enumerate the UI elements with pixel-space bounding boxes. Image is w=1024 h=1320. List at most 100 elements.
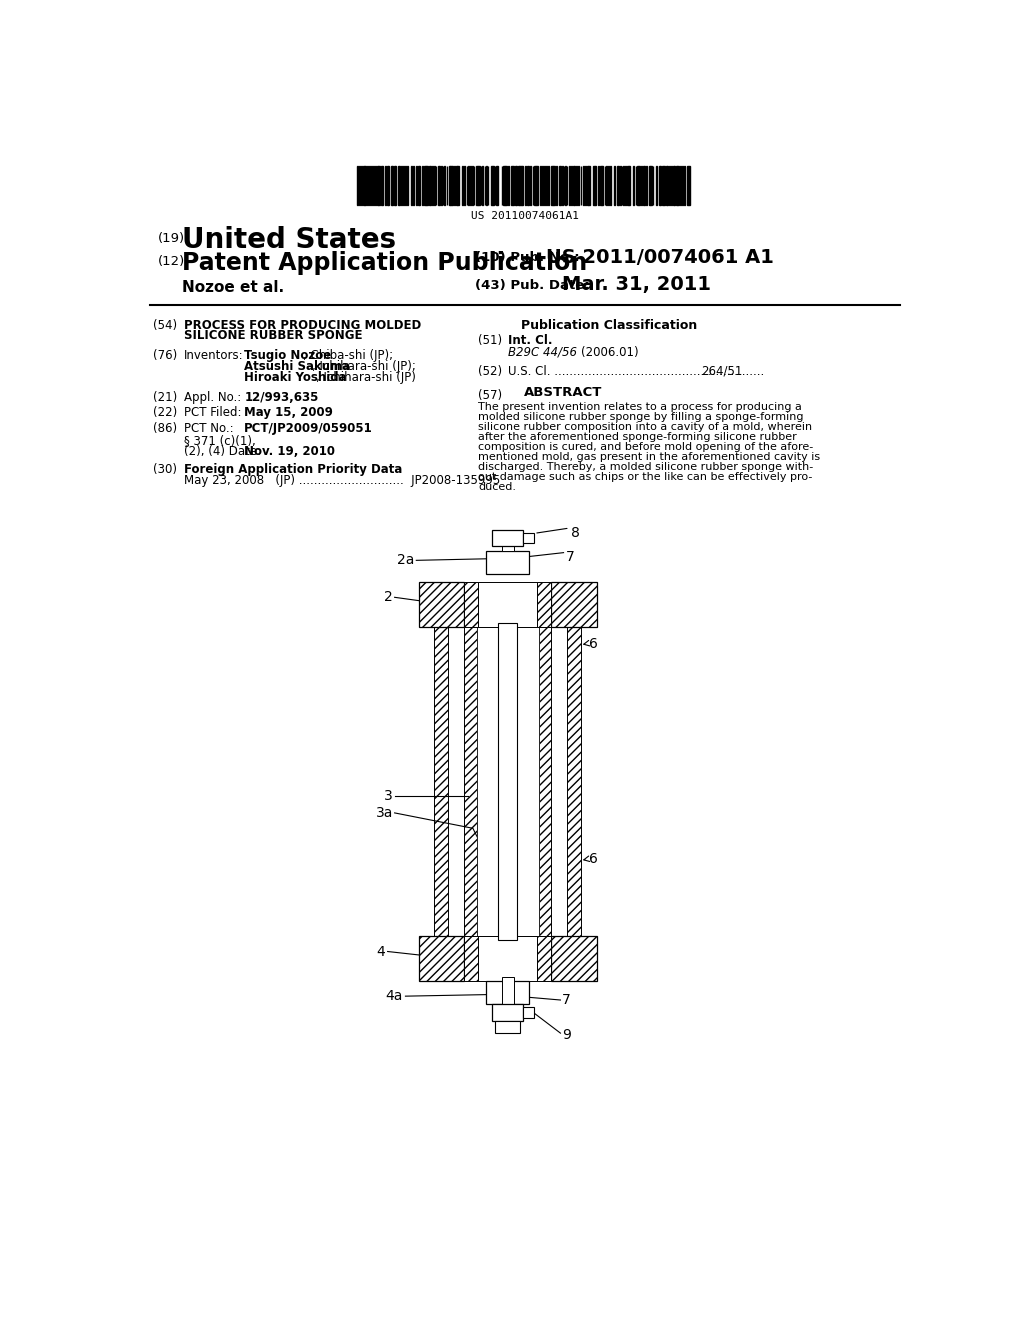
Text: (52): (52): [478, 364, 503, 378]
Text: 3: 3: [384, 789, 393, 803]
Bar: [362, 166, 366, 205]
Bar: [567, 586, 582, 977]
Text: (57): (57): [478, 389, 503, 403]
Text: out damage such as chips or the like can be effectively pro-: out damage such as chips or the like can…: [478, 471, 813, 482]
Text: 12/993,635: 12/993,635: [245, 391, 318, 404]
Text: Publication Classification: Publication Classification: [521, 318, 697, 331]
Bar: [662, 166, 665, 205]
Text: (86): (86): [153, 422, 177, 434]
Bar: [593, 166, 595, 205]
Text: U.S. Cl. ........................................................: U.S. Cl. ...............................…: [508, 364, 764, 378]
Text: (22): (22): [153, 407, 177, 420]
Bar: [523, 1007, 535, 1018]
Bar: [556, 166, 557, 205]
Text: Tsugio Nozoe: Tsugio Nozoe: [245, 350, 332, 363]
Text: molded silicone rubber sponge by filling a sponge-forming: molded silicone rubber sponge by filling…: [478, 412, 804, 421]
Text: silicone rubber composition into a cavity of a mold, wherein: silicone rubber composition into a cavit…: [478, 422, 812, 432]
Bar: [434, 586, 449, 977]
Bar: [538, 936, 551, 981]
Bar: [458, 166, 459, 205]
Text: duced.: duced.: [478, 482, 516, 492]
Bar: [432, 166, 433, 205]
Text: Patent Application Publication: Patent Application Publication: [182, 251, 588, 275]
Text: Foreign Application Priority Data: Foreign Application Priority Data: [183, 462, 402, 475]
Bar: [508, 166, 509, 205]
Bar: [589, 166, 590, 205]
Text: (54): (54): [153, 318, 177, 331]
Bar: [554, 166, 555, 205]
Text: 7: 7: [562, 993, 570, 1007]
Bar: [496, 1020, 520, 1034]
Text: (30): (30): [153, 462, 177, 475]
Bar: [464, 627, 477, 936]
Bar: [464, 582, 478, 627]
Bar: [478, 166, 480, 205]
Bar: [397, 166, 400, 205]
Bar: [486, 981, 529, 1003]
Bar: [451, 166, 453, 205]
Text: (51): (51): [478, 334, 503, 347]
Bar: [422, 166, 423, 205]
Bar: [492, 166, 494, 205]
Text: PCT/JP2009/059051: PCT/JP2009/059051: [245, 422, 373, 434]
Text: composition is cured, and before mold opening of the afore-: composition is cured, and before mold op…: [478, 442, 813, 451]
Text: , Ichihara-shi (JP);: , Ichihara-shi (JP);: [312, 360, 417, 374]
Text: after the aforementioned sponge-forming silicone rubber: after the aforementioned sponge-forming …: [478, 432, 797, 442]
Bar: [687, 166, 690, 205]
Text: (76): (76): [153, 350, 177, 363]
Text: Mar. 31, 2011: Mar. 31, 2011: [562, 276, 711, 294]
Bar: [600, 166, 601, 205]
Bar: [486, 552, 529, 574]
Text: 6: 6: [589, 636, 598, 651]
Bar: [464, 936, 478, 981]
Text: 2: 2: [384, 590, 393, 605]
Text: 3a: 3a: [376, 807, 393, 820]
Text: May 23, 2008   (JP) ............................  JP2008-135995: May 23, 2008 (JP) ......................…: [183, 474, 500, 487]
Bar: [607, 166, 609, 205]
Text: , Ichihara-shi (JP): , Ichihara-shi (JP): [315, 371, 416, 384]
Text: 6: 6: [589, 853, 598, 866]
Bar: [424, 166, 426, 205]
Text: Int. Cl.: Int. Cl.: [508, 334, 552, 347]
Bar: [378, 166, 380, 205]
Bar: [523, 533, 535, 544]
Bar: [524, 166, 526, 205]
Bar: [506, 166, 507, 205]
Text: § 371 (c)(1),: § 371 (c)(1),: [183, 434, 256, 447]
Text: Nozoe et al.: Nozoe et al.: [182, 280, 285, 296]
Text: (12): (12): [158, 255, 184, 268]
Bar: [356, 166, 358, 205]
Text: United States: United States: [182, 226, 396, 255]
Bar: [478, 936, 538, 981]
Bar: [572, 166, 575, 205]
Bar: [502, 977, 514, 1006]
Text: May 15, 2009: May 15, 2009: [245, 407, 333, 420]
Bar: [540, 166, 541, 205]
Text: (2), (4) Date:: (2), (4) Date:: [183, 445, 261, 458]
Bar: [646, 166, 647, 205]
Bar: [385, 166, 386, 205]
Bar: [381, 166, 383, 205]
Text: 5: 5: [504, 788, 512, 801]
Bar: [404, 166, 407, 205]
Bar: [617, 166, 620, 205]
Bar: [400, 166, 402, 205]
Bar: [551, 936, 597, 981]
Text: (43) Pub. Date:: (43) Pub. Date:: [475, 280, 590, 292]
Bar: [559, 166, 561, 205]
Text: (21): (21): [153, 391, 177, 404]
Text: mentioned mold, gas present in the aforementioned cavity is: mentioned mold, gas present in the afore…: [478, 451, 820, 462]
Bar: [476, 166, 477, 205]
Text: 7: 7: [566, 550, 574, 565]
Bar: [527, 166, 528, 205]
Bar: [650, 166, 652, 205]
Text: ABSTRACT: ABSTRACT: [524, 387, 603, 400]
Text: , Chiba-shi (JP);: , Chiba-shi (JP);: [303, 350, 393, 363]
Text: PROCESS FOR PRODUCING MOLDED: PROCESS FOR PRODUCING MOLDED: [183, 318, 421, 331]
Bar: [416, 166, 417, 205]
Bar: [537, 166, 538, 205]
Text: US 20110074061A1: US 20110074061A1: [471, 211, 579, 220]
Bar: [655, 166, 657, 205]
Bar: [499, 623, 517, 940]
Text: B29C 44/56: B29C 44/56: [508, 346, 577, 359]
